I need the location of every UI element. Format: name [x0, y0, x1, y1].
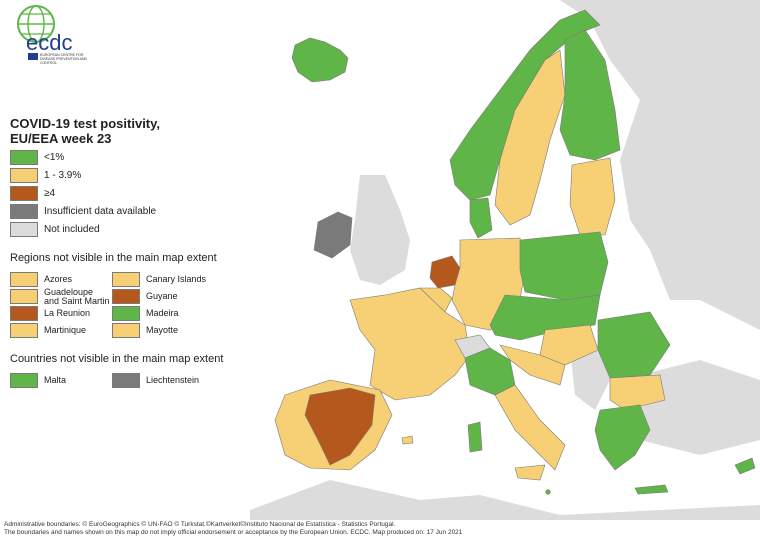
legend-region-label: La Reunion — [44, 308, 91, 318]
legend-country-label: Malta — [44, 375, 67, 385]
legend-region-swatch — [10, 306, 38, 321]
legend-category-swatch — [10, 149, 38, 165]
legend-category-swatch — [10, 185, 38, 201]
legend-region-item: Mayotte — [112, 322, 242, 339]
legend-category-swatch — [10, 203, 38, 219]
legend-region-label: Guyane — [146, 291, 178, 301]
legend-title: COVID-19 test positivity, EU/EEA week 23 — [10, 116, 161, 146]
region-italy-south — [494, 384, 566, 471]
legend-region-swatch — [112, 272, 140, 287]
ecdc-globe-icon — [17, 5, 55, 60]
legend-region-item: Azores — [10, 271, 110, 288]
legend-category-item: Not included — [10, 220, 270, 238]
ecdc-tagline: EUROPEAN CENTRE FOR DISEASE PREVENTION A… — [40, 53, 88, 65]
region-spain-central — [304, 387, 376, 466]
legend-category-swatch — [10, 221, 38, 237]
legend-category-label: ≥4 — [44, 187, 56, 199]
countries-title: Countries not visible in the main map ex… — [10, 353, 224, 365]
legend-region-swatch — [112, 289, 140, 304]
ecdc-wordmark: ecdc — [26, 30, 73, 55]
region-iceland — [291, 37, 349, 83]
legend-country-item: Malta — [10, 372, 110, 389]
legend-region-swatch — [10, 323, 38, 338]
region-romania — [597, 311, 671, 379]
legend-region-item: Madeira — [112, 305, 242, 322]
legend-category-label: <1% — [44, 151, 65, 163]
legend-country-label: Liechtenstein — [146, 375, 200, 385]
region-ireland — [313, 211, 353, 259]
legend-region-label: Azores — [44, 274, 73, 284]
map-legend: COVID-19 test positivity, EU/EEA week 23… — [10, 116, 270, 389]
legend-region-label: Guadeloupe and Saint Martin — [44, 286, 110, 306]
legend-region-label: Mayotte — [146, 325, 179, 335]
regions-title: Regions not visible in the main map exte… — [10, 252, 217, 264]
region-cyprus — [734, 457, 756, 475]
attribution-line-2: The boundaries and names shown on this m… — [4, 529, 463, 536]
region-crete — [634, 484, 669, 495]
legend-region-swatch — [112, 306, 140, 321]
legend-region-swatch — [112, 323, 140, 338]
region-sweden — [494, 49, 566, 226]
region-france — [349, 287, 471, 401]
legend-region-label: Canary Islands — [146, 274, 207, 284]
legend-category-swatch — [10, 167, 38, 183]
region-finland — [559, 29, 621, 161]
legend-categories: <1% 1 - 3.9% ≥4 Insufficient data available… — [10, 148, 270, 238]
legend-region-item: Martinique — [10, 322, 110, 339]
region-sicily — [514, 464, 546, 481]
region-balearics — [401, 435, 414, 445]
legend-region-swatch — [10, 289, 38, 304]
region-hungary — [539, 324, 599, 366]
legend-region-item: Guyane — [112, 288, 242, 305]
region-baltics — [569, 157, 616, 236]
legend-region-swatch — [10, 272, 38, 287]
legend-category-item: 1 - 3.9% — [10, 166, 270, 184]
legend-country-swatch — [112, 373, 140, 388]
legend-region-label: Martinique — [44, 325, 87, 335]
legend-countries: Malta Liechtenstein — [10, 372, 270, 389]
legend-category-label: Not included — [44, 223, 100, 235]
legend-category-label: 1 - 3.9% — [44, 169, 82, 181]
legend-category-item: Insufficient data available — [10, 202, 270, 220]
ecdc-logo: ecdc EUROPEAN CENTRE FOR DISEASE PREVENT… — [8, 2, 98, 66]
legend-category-item: ≥4 — [10, 184, 270, 202]
region-denmark — [469, 197, 493, 239]
attribution-line-1: Administrative boundaries: © EuroGeograp… — [4, 521, 396, 528]
legend-region-item: Guadeloupe and Saint Martin — [10, 286, 110, 306]
legend-region-item: Canary Islands — [112, 271, 242, 288]
legend-category-item: <1% — [10, 148, 270, 166]
legend-regions: Azores Canary Islands Guadeloupe and Saint… — [10, 271, 270, 339]
region-poland — [519, 231, 609, 301]
legend-region-label: Madeira — [146, 308, 179, 318]
region-sardinia — [467, 421, 483, 453]
region-greece — [594, 404, 651, 471]
legend-category-label: Insufficient data available — [44, 205, 157, 217]
region-bulgaria — [609, 374, 666, 411]
legend-region-item: La Reunion — [10, 305, 110, 322]
legend-country-item: Liechtenstein — [112, 372, 242, 389]
region-malta — [545, 489, 551, 495]
attribution-footer: Administrative boundaries: © EuroGeograp… — [4, 521, 756, 537]
legend-country-swatch — [10, 373, 38, 388]
